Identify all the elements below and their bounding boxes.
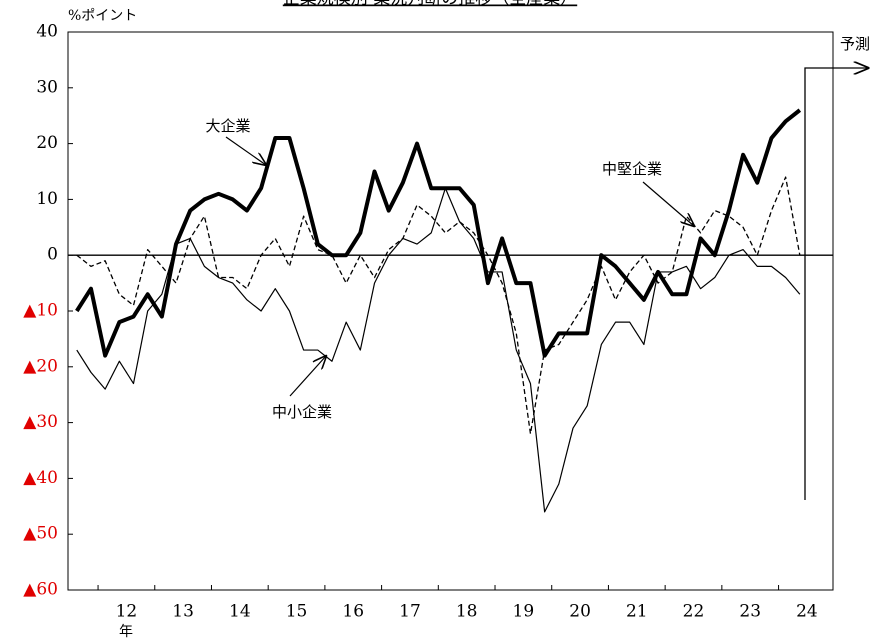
annotation-arrow: [225, 136, 266, 165]
annotation: 大企業: [205, 117, 250, 135]
chart-title: 企業規模別 業況判断の推移（全産業）: [283, 0, 577, 9]
y-tick-label: ▲20: [23, 356, 58, 376]
annotation-arrow: [642, 181, 694, 226]
x-tick-label: 13: [172, 602, 194, 622]
annotation-arrow: [289, 356, 326, 397]
y-tick-label: ▲30: [23, 412, 58, 432]
x-tick-label: 14: [229, 602, 251, 622]
y-tick-label: ▲40: [23, 468, 58, 488]
annotation: 中堅企業: [602, 160, 662, 178]
series-line: [76, 176, 801, 435]
y-tick-label: ▲50: [23, 524, 58, 544]
x-tick-label: 18: [456, 602, 478, 622]
forecast-label: 予測: [840, 35, 870, 53]
y-tick-label: 0: [47, 245, 58, 265]
y-tick-label: ▲10: [23, 301, 58, 321]
series-line: [76, 187, 801, 513]
y-tick-label: 10: [36, 189, 58, 209]
plot-area: [67, 31, 834, 591]
y-tick-label: ▲60: [23, 580, 58, 600]
x-tick-label: 23: [739, 602, 761, 622]
x-tick-label: 24: [796, 602, 818, 622]
x-tick-label: 20: [569, 602, 591, 622]
x-tick-label: 15: [286, 602, 308, 622]
x-tick-label: 12: [116, 602, 138, 622]
y-tick-label: 30: [36, 77, 58, 97]
x-tick-label: 16: [342, 602, 364, 622]
x-tick-label: 22: [683, 602, 705, 622]
x-tick-label: 19: [513, 602, 535, 622]
y-axis-label: %ポイント: [68, 8, 137, 24]
forecast-arrow: [804, 68, 868, 500]
series-line: [75, 108, 802, 358]
x-tick-label: 21: [626, 602, 648, 622]
y-tick-label: 40: [36, 22, 58, 42]
x-tick-label: 17: [399, 602, 421, 622]
x-axis-label: 年: [119, 624, 133, 639]
annotation: 中小企業: [272, 403, 332, 421]
y-tick-label: 20: [36, 133, 58, 153]
